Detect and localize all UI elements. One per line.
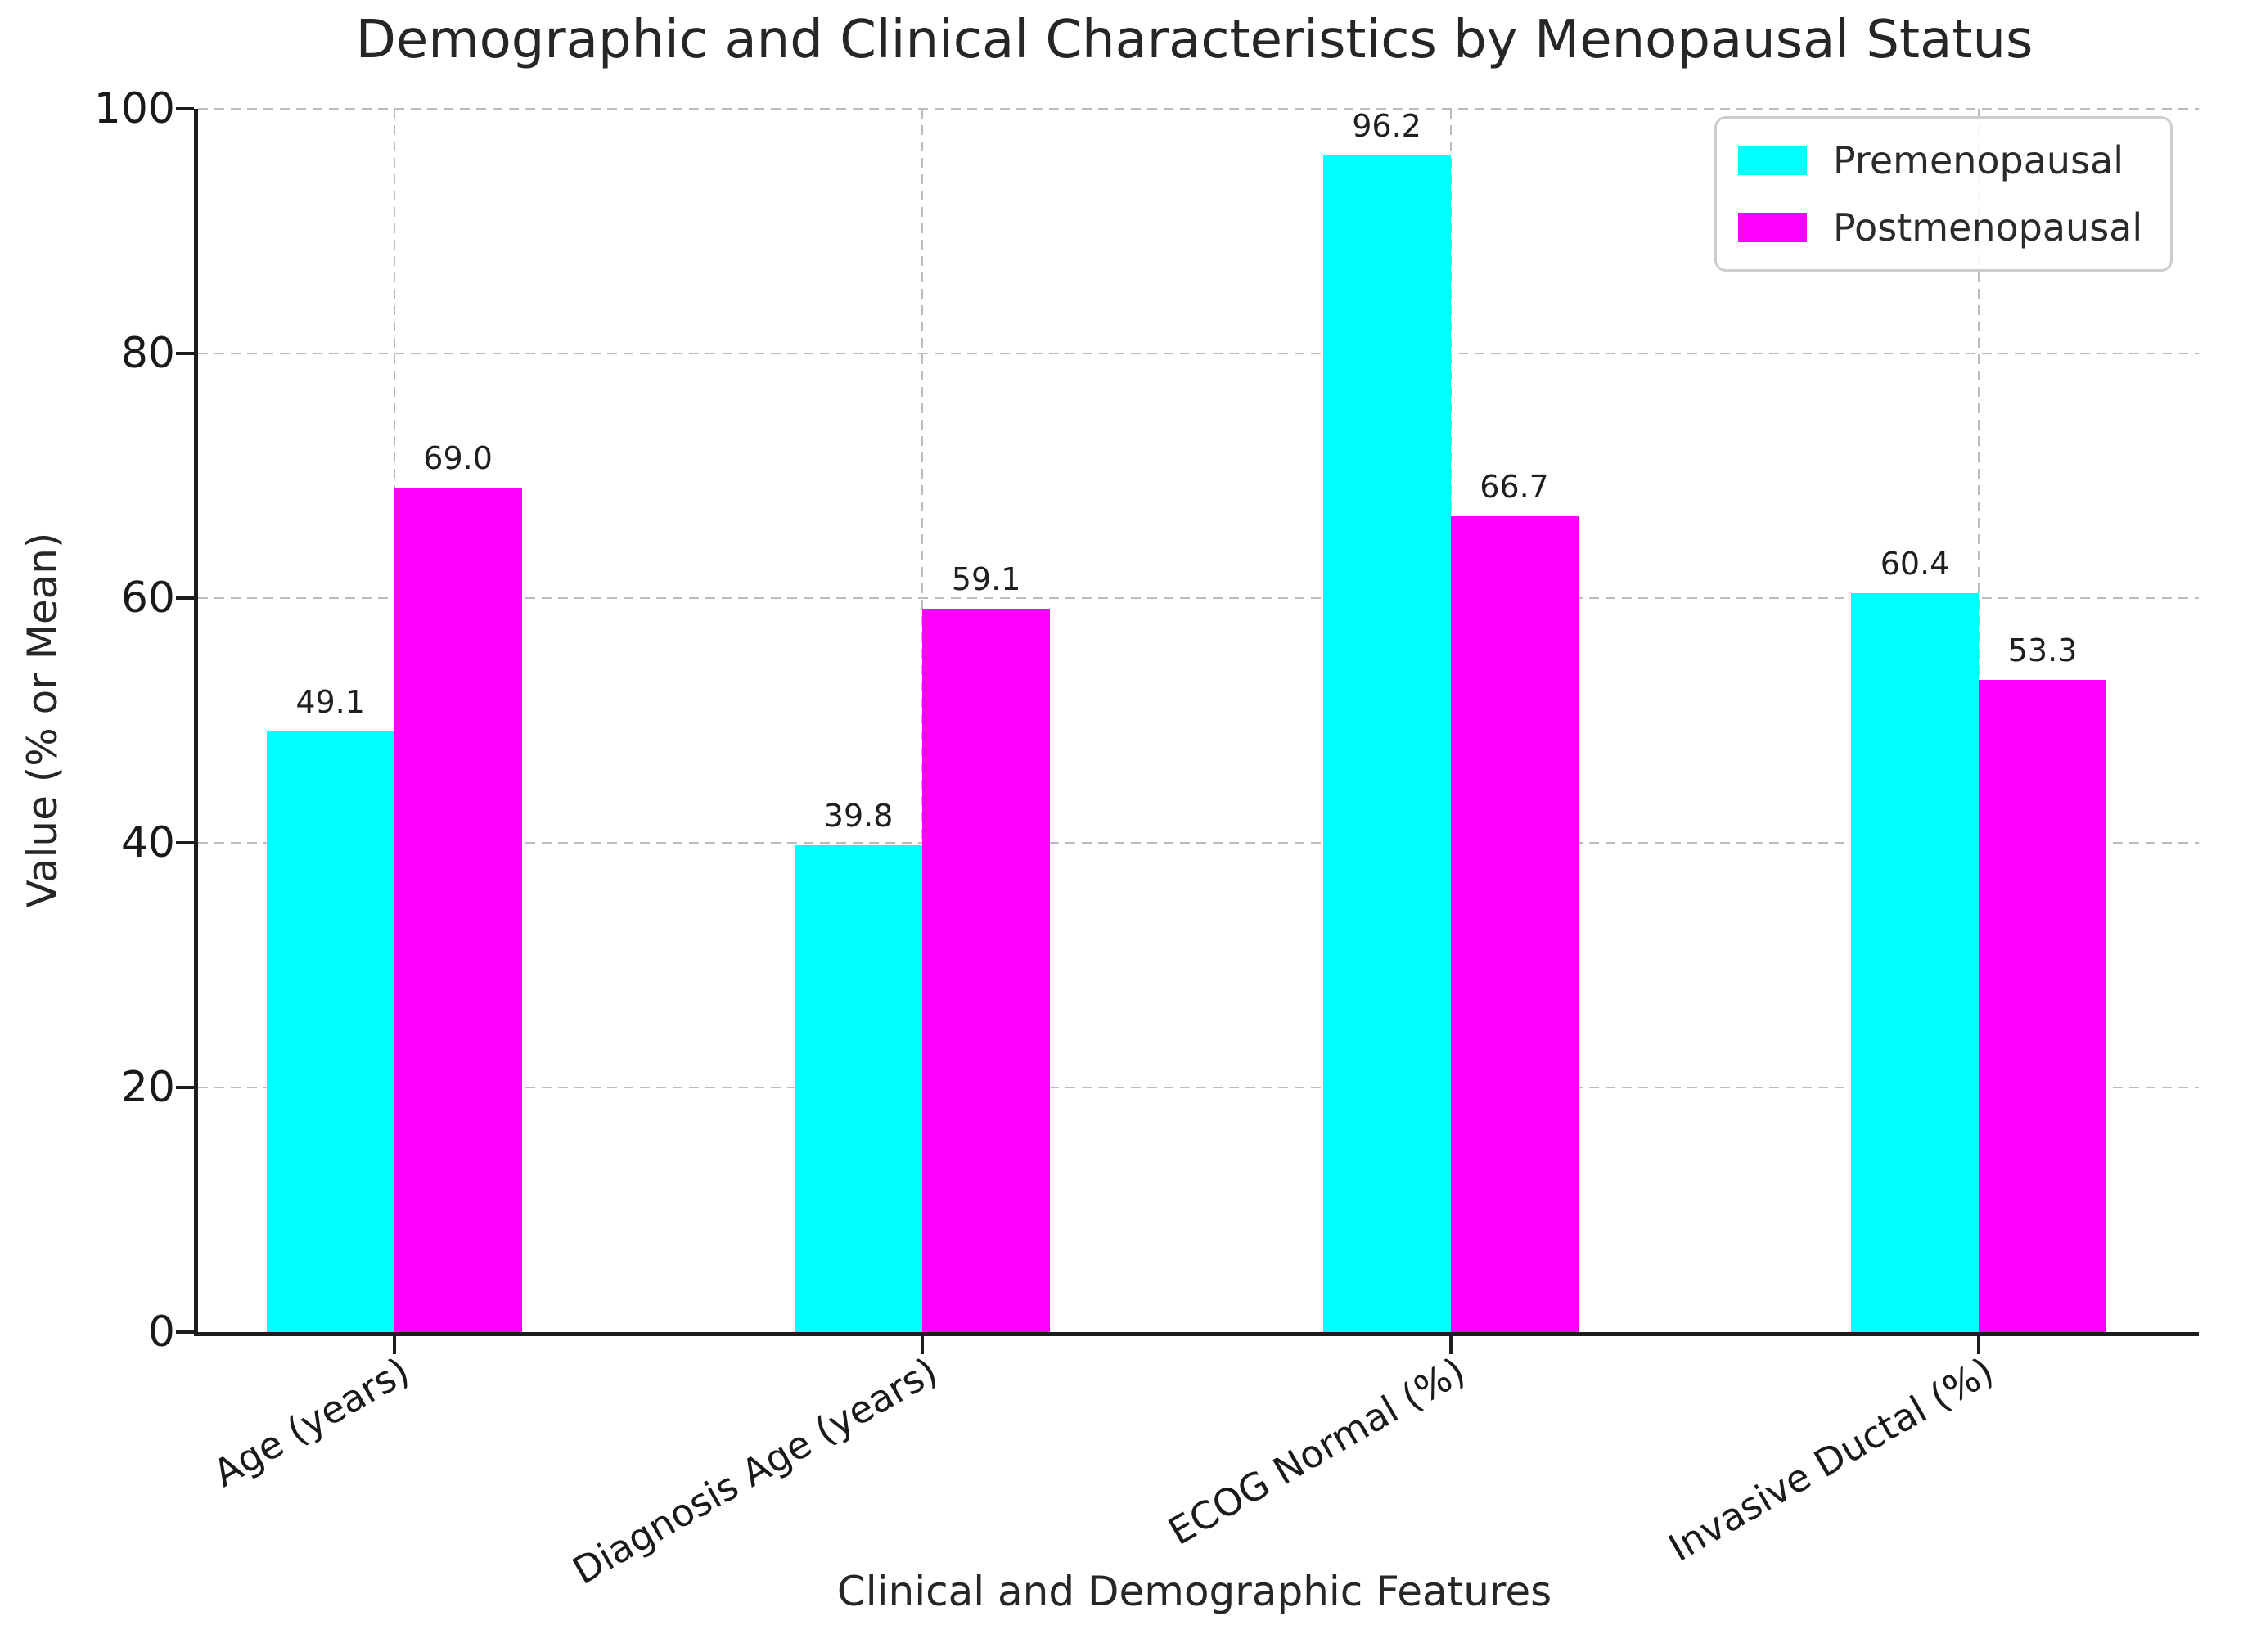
y-tick-label: 80 [120, 329, 175, 378]
y-tick-mark [176, 1086, 194, 1089]
x-tick-mark [1448, 1336, 1453, 1354]
bar-value-label: 96.2 [1352, 107, 1421, 144]
gridline-horizontal [198, 597, 2199, 599]
bar-value-label: 60.4 [1880, 546, 1950, 583]
x-tick-mark [392, 1336, 396, 1354]
x-tick-mark [921, 1336, 925, 1354]
y-tick-label: 100 [93, 84, 175, 133]
bar-value-label: 69.0 [423, 440, 493, 477]
y-tick-mark [176, 596, 194, 600]
legend-label: Premenopausal [1833, 138, 2124, 182]
y-tick-label: 40 [120, 818, 175, 867]
gridline-horizontal [198, 842, 2199, 844]
bar-value-label: 49.1 [295, 683, 365, 720]
gridline-horizontal [198, 353, 2199, 354]
x-tick-mark [1977, 1336, 1981, 1354]
legend-label: Postmenopausal [1833, 205, 2143, 250]
y-tick-label: 20 [120, 1063, 175, 1112]
bar-value-label: 53.3 [2007, 632, 2078, 669]
chart-title: Demographic and Clinical Characteristics… [355, 10, 2034, 70]
bar-postmenopausal [922, 609, 1051, 1332]
plot-area: 0 20 40 60 80 100 Age (years) 49.1 69.0 Diagnosis… [94, 88, 2199, 1593]
x-axis-title: Clinical and Demographic Features [836, 1568, 1552, 1615]
gridline-horizontal [198, 108, 2199, 110]
gridline-horizontal [198, 1087, 2199, 1088]
y-tick-mark [176, 841, 194, 844]
bar-premenopausal [795, 845, 923, 1332]
bar-postmenopausal [1450, 515, 1579, 1332]
bar-premenopausal [1851, 593, 1980, 1332]
legend-swatch [1738, 146, 1807, 175]
x-tick-label: Age (years) [205, 1348, 417, 1496]
x-tick-label: Invasive Ductal (%) [1660, 1348, 2002, 1570]
bar-postmenopausal [394, 488, 522, 1332]
legend-item: Postmenopausal [1738, 205, 2142, 250]
bar-postmenopausal [1979, 680, 2107, 1332]
legend: Premenopausal Postmenopausal [1714, 116, 2173, 272]
y-tick-label: 60 [120, 574, 175, 623]
y-tick-label: 0 [147, 1308, 175, 1357]
bar-premenopausal [266, 731, 394, 1332]
bar-value-label: 39.8 [823, 798, 894, 834]
legend-swatch [1738, 213, 1807, 242]
y-axis-title: Value (% or Mean) [19, 532, 66, 908]
bar-value-label: 66.7 [1480, 468, 1549, 505]
y-tick-mark [176, 107, 194, 110]
bar-premenopausal [1322, 155, 1451, 1332]
x-tick-label: Diagnosis Age (years) [565, 1348, 945, 1593]
bar-value-label: 59.1 [951, 561, 1021, 598]
x-tick-label: ECOG Normal (%) [1160, 1348, 1473, 1554]
y-tick-mark [176, 1330, 194, 1334]
legend-item: Premenopausal [1738, 138, 2142, 182]
y-tick-mark [176, 352, 194, 355]
